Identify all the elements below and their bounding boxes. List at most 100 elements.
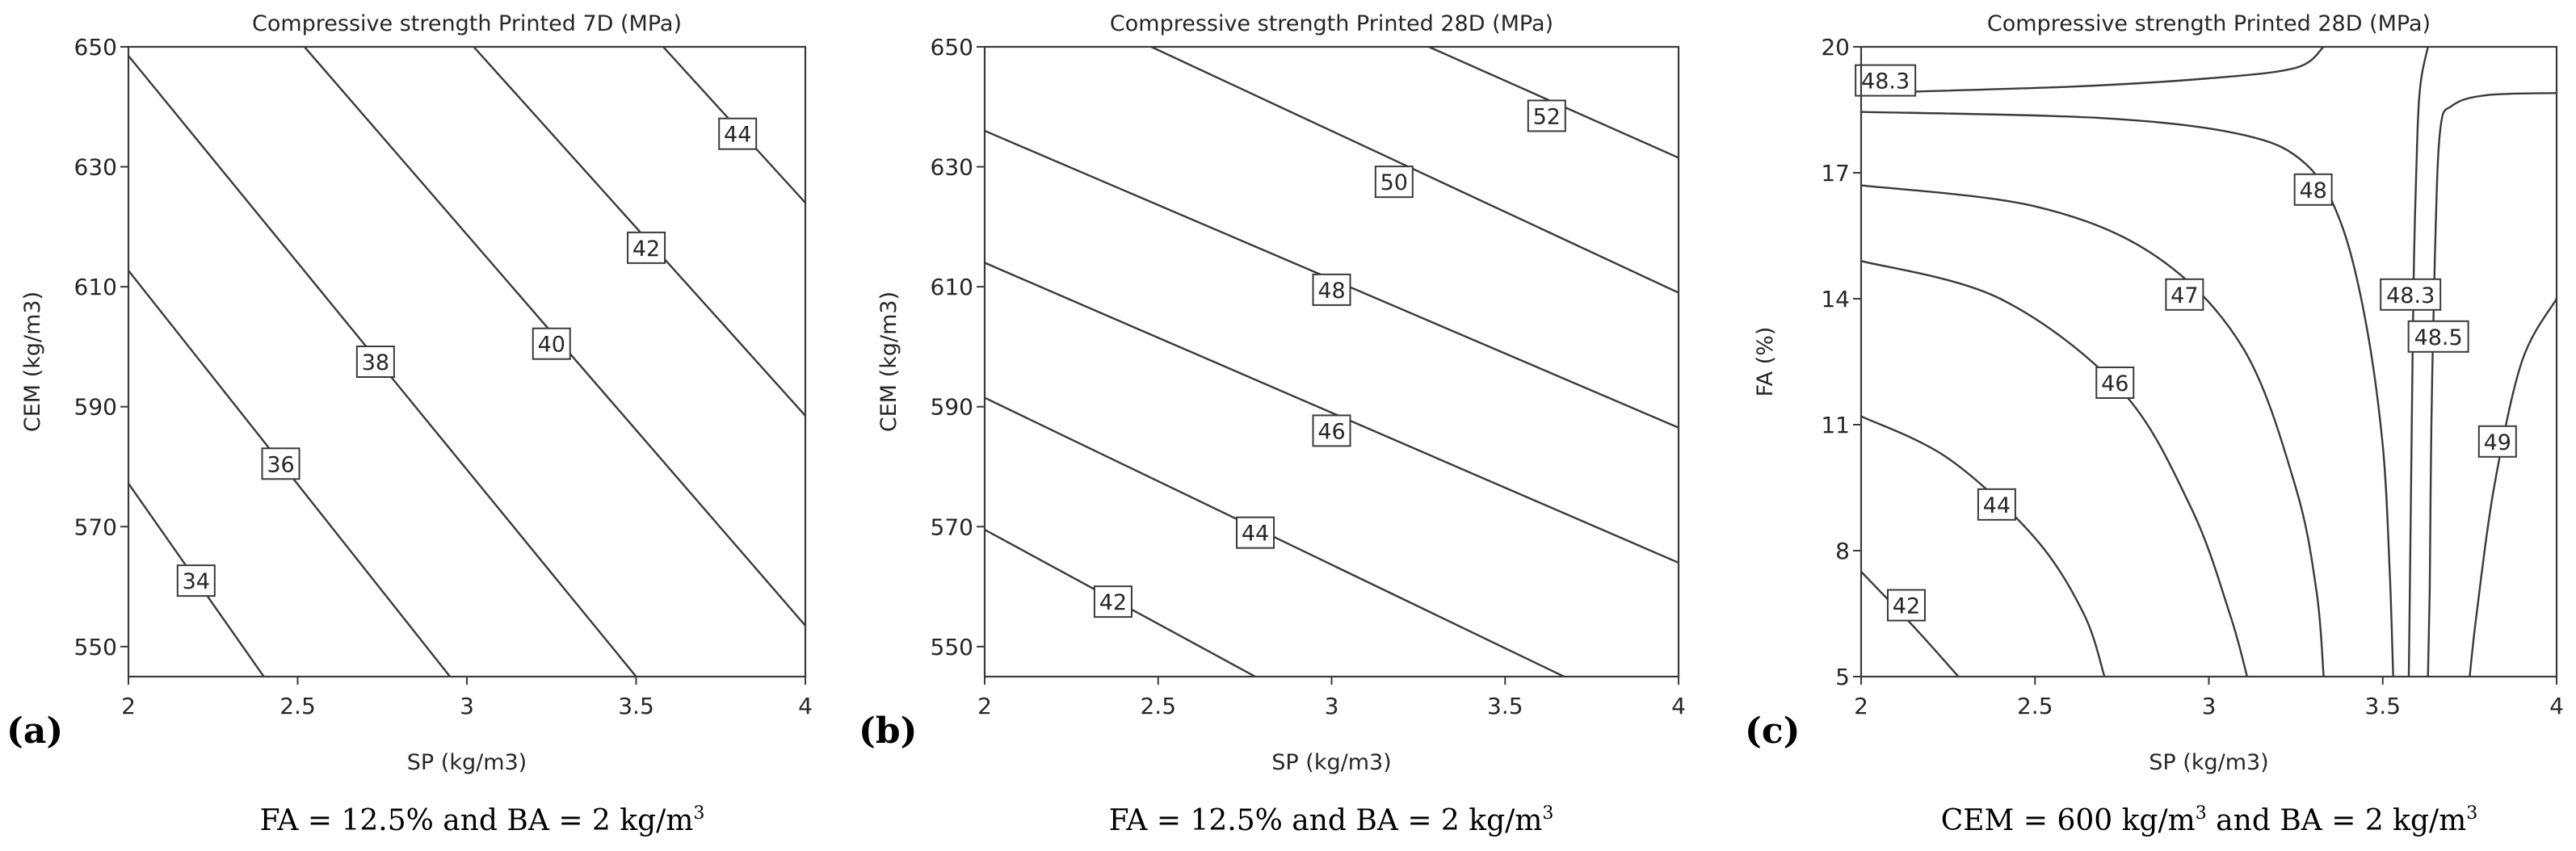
x-tick-label: 3.5 [618,693,654,719]
contour-label-box [627,231,666,264]
contour-label-1: 36 [261,447,300,480]
y-axis-label: CEM (kg/m3) [876,291,901,432]
contour-label-text: 44 [724,123,751,148]
contour-label-text: 46 [2101,371,2128,396]
contour-label-3: 48 [1312,273,1351,306]
contour-label-text: 48.3 [1861,69,1910,94]
y-axis-label: CEM (kg/m3) [20,291,45,432]
contour-label-box [1312,414,1351,447]
plot-frame [1860,45,2558,678]
contour-label-0: 34 [176,564,216,597]
panel-letter: (c) [1745,711,1800,752]
contour-label-text: 42 [1893,594,1920,619]
contour-label-text: 48.3 [2386,283,2435,308]
contour-label-5: 44 [718,117,758,150]
contour-label-box [1374,166,1414,199]
contour-line-4 [1150,47,1679,294]
chart-title: Compressive strength Printed 28D (MPa) [1110,11,1553,36]
contour-label-8: 49 [2477,425,2517,458]
contour-label-box [2407,320,2469,353]
x-tick-label: 3 [1325,693,1339,719]
contour-label-2: 38 [355,346,395,378]
contour-label-box [2380,278,2442,311]
contour-label-box [532,327,571,360]
y-tick-label: 8 [1835,538,1850,564]
contour-label-text: 48 [1317,279,1345,304]
x-axis-label: SP (kg/m3) [407,750,527,775]
y-tick-label: 11 [1821,412,1850,438]
contour-label-box [1236,516,1275,549]
contour-lines [1861,47,2557,677]
y-tick-label: 630 [74,154,117,181]
contour-label-4: 50 [1374,166,1414,199]
x-tick-label: 2.5 [1140,693,1176,719]
plot-frame [983,45,1680,678]
caption-tail-superscript: 3 [2466,803,2477,824]
contour-label-box [2477,425,2517,458]
x-tick-label: 3 [2202,693,2217,719]
y-tick-label: 570 [74,514,117,540]
contour-label-box [2165,278,2204,311]
contour-line-1 [1861,415,2106,677]
contour-label-box [2095,367,2135,399]
contour-line-2 [985,262,1679,564]
contour-label-2: 46 [2095,367,2135,399]
y-tick-label: 17 [1821,160,1850,187]
contour-line-7 [2427,92,2557,677]
contour-label-text: 42 [632,237,660,262]
contour-line-0 [1861,570,1960,677]
y-tick-label: 550 [74,634,117,660]
panel-caption: FA = 12.5% and BA = 2 kg/m3 [1109,803,1554,837]
contour-label-text: 52 [1533,104,1561,129]
contour-label-box [355,346,395,378]
contour-label-box [1855,64,1917,97]
contour-label-3: 47 [2165,278,2204,311]
contour-label-5: 52 [1527,99,1566,132]
contour-lines [985,47,1679,677]
x-axis-label: SP (kg/m3) [2149,750,2268,775]
x-tick-label: 2.5 [279,693,316,719]
contour-lines [128,47,805,677]
x-tick-label: 3.5 [2364,693,2401,719]
x-tick-label: 4 [2549,693,2564,719]
contour-label-text: 49 [2484,430,2511,455]
chart-title: Compressive strength Printed 7D (MPa) [252,11,682,36]
chart-panel-1: Compressive strength Printed 7D (MPa)343… [6,11,813,837]
y-tick-label: 5 [1835,664,1850,690]
contour-label-box [261,447,300,480]
contour-label-box [1527,99,1566,132]
contour-label-text: 42 [1099,590,1127,615]
panel-letter: (b) [859,711,917,752]
caption-superscript: 3 [1542,803,1553,824]
contour-line-2 [1861,260,2249,677]
contour-line-3 [1861,184,2325,677]
contour-label-text: 38 [362,350,389,375]
y-tick-label: 590 [74,394,117,421]
contour-label-2: 46 [1312,414,1351,447]
panel-letter: (a) [6,711,63,752]
contour-label-0: 42 [1886,589,1926,622]
contour-label-text: 40 [538,333,565,358]
y-axis-label: FA (%) [1753,327,1778,397]
y-tick-label: 650 [931,34,973,61]
contour-label-1: 44 [1236,516,1275,549]
y-tick-label: 610 [931,274,973,300]
contour-label-5: 48.3 [1855,64,1917,97]
contour-label-box [1886,589,1926,622]
contour-label-text: 48 [2299,178,2326,203]
contour-line-5 [1861,47,2325,94]
x-tick-label: 2 [121,693,136,719]
contour-label-text: 46 [1317,419,1345,444]
plot-frame [127,45,807,678]
y-tick-label: 650 [74,34,117,61]
contour-label-box [2293,173,2333,206]
contour-label-4: 48 [2293,173,2333,206]
contour-label-text: 50 [1380,170,1408,195]
contour-line-6 [2407,47,2429,677]
caption-superscript: 3 [693,803,704,824]
contour-label-0: 42 [1093,585,1133,618]
contour-label-text: 36 [267,452,294,477]
caption-superscript: 3 [2196,803,2207,824]
x-tick-label: 4 [798,693,813,719]
